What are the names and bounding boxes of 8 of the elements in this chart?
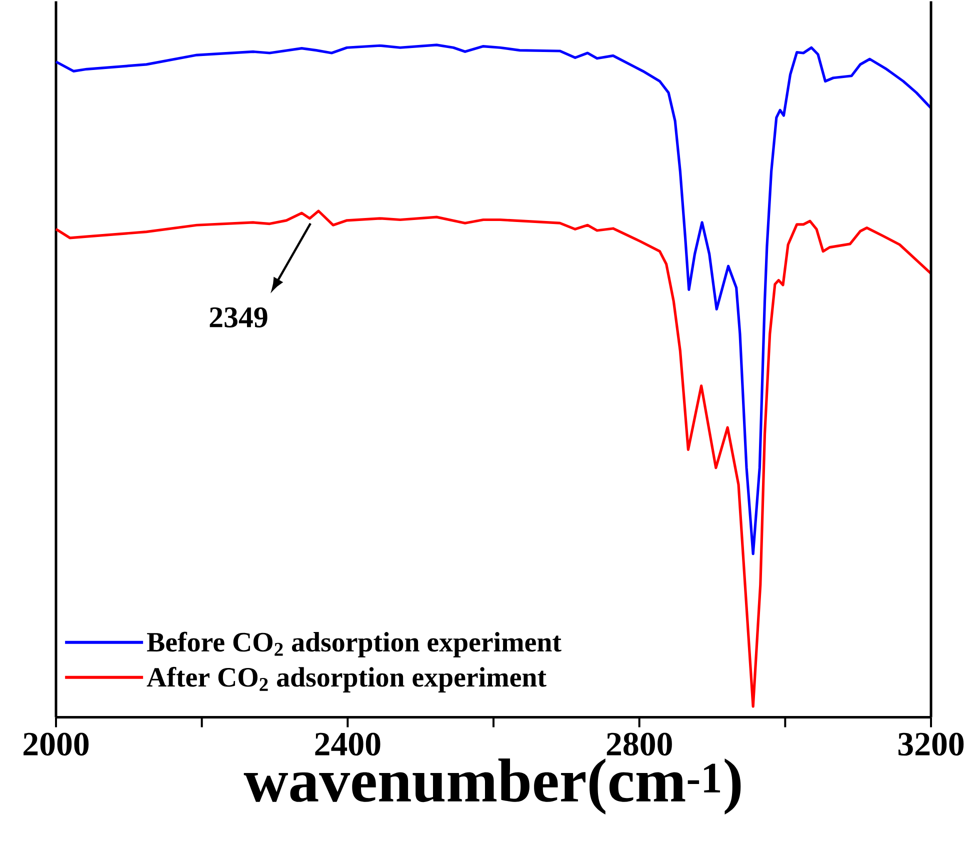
legend-label: After CO$_{2}$ adsorption experiment	[146, 666, 546, 692]
x-tick-label: 2800	[606, 732, 672, 756]
x-tick-label: 3200	[898, 732, 964, 756]
x-tick-label: 2000	[24, 732, 89, 756]
legend-label: Before CO$_{2}$ adsorption experiment	[147, 632, 562, 658]
x-axis-title: wavenumber(cm$^{-1}$)	[244, 758, 741, 814]
x-tick-label: 2400	[315, 732, 380, 756]
annotation: 2349	[210, 307, 268, 328]
